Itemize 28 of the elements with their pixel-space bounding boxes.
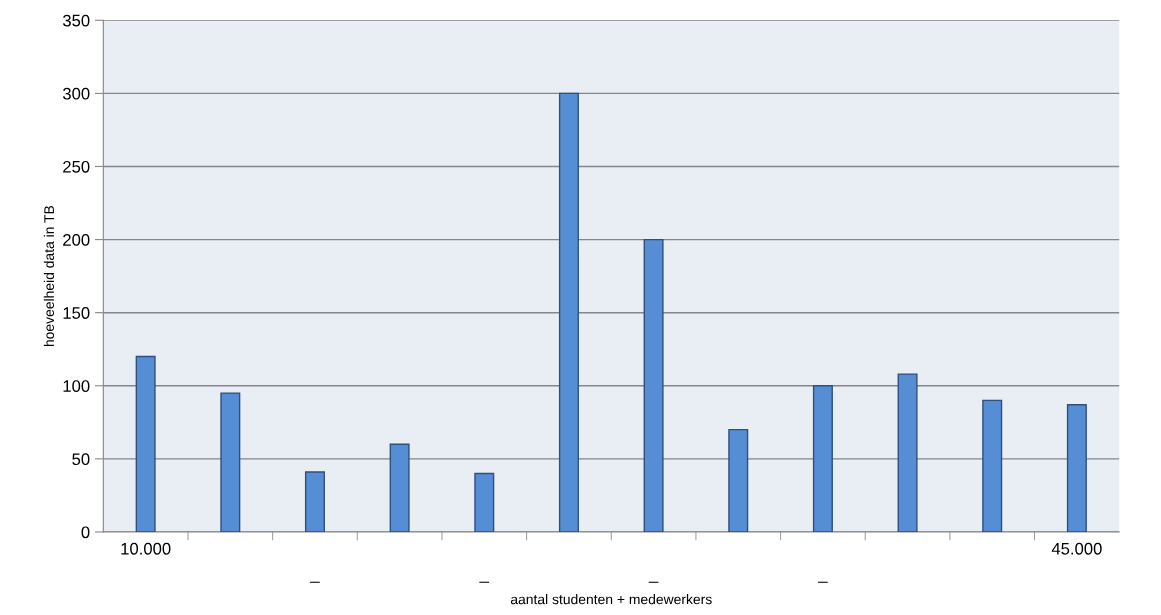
x-tick-label: _: [479, 581, 490, 583]
x-tick-label: _: [818, 581, 828, 583]
y-tick-label: 100: [63, 380, 90, 392]
bar: [897, 373, 918, 532]
x-tick-label: 10.000: [121, 542, 171, 555]
x-tick-label: 45.000: [1051, 542, 1102, 555]
bar: [220, 392, 241, 532]
bar: [135, 355, 156, 532]
y-tick-label: 50: [72, 453, 90, 466]
bar: [728, 428, 749, 532]
y-tick-label: 250: [63, 160, 90, 173]
bar: [1066, 404, 1087, 532]
y-axis-title: hoeveelheid data in TB: [43, 205, 55, 347]
y-tick-label: 350: [62, 14, 90, 27]
bar: [474, 472, 495, 532]
x-tick-label: _: [310, 581, 320, 583]
bar: [304, 471, 325, 532]
y-tick-label: 300: [62, 87, 90, 100]
bar: [982, 399, 1003, 532]
y-tick-label: 0: [81, 526, 90, 539]
bar: [812, 385, 833, 532]
x-axis-title: aantal studenten + medewerkers: [510, 594, 712, 605]
bar: [643, 238, 664, 532]
bar: [558, 92, 579, 532]
bar: [389, 443, 410, 532]
y-tick-label: 200: [63, 233, 90, 246]
x-tick-label: _: [648, 581, 659, 583]
y-tick-label: 150: [63, 307, 90, 319]
